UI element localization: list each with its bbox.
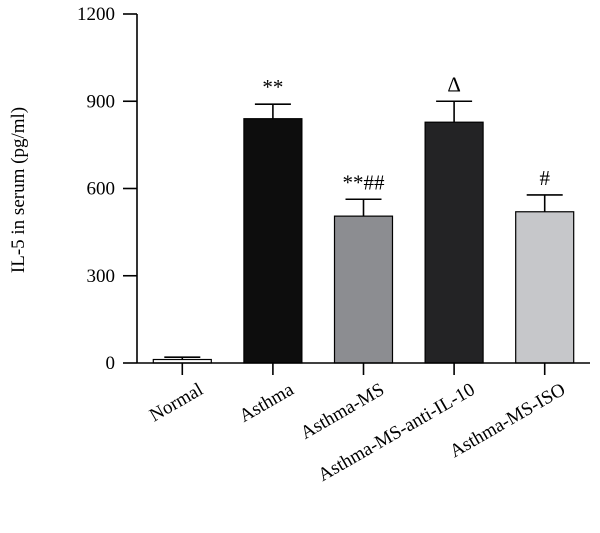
x-category-label: Normal (146, 379, 207, 426)
y-tick-label: 1200 (77, 4, 115, 25)
y-tick-label: 0 (106, 353, 116, 374)
bar (424, 121, 484, 364)
significance-label: Δ (447, 72, 461, 96)
bar (515, 211, 575, 364)
y-tick-label: 600 (87, 179, 116, 200)
significance-label: **## (343, 170, 386, 194)
y-axis-title: IL-5 in serum (pg/ml) (8, 107, 29, 273)
y-axis: 0 300 600 900 1200 (77, 4, 138, 374)
bars: ** **## Δ # (152, 72, 575, 364)
y-tick-label: 300 (87, 266, 116, 287)
bar (333, 215, 394, 364)
bar (243, 118, 303, 364)
x-category-label: Asthma (236, 379, 298, 427)
x-category-label: Asthma-MS-anti-IL-10 (315, 379, 479, 486)
x-axis: Normal Asthma Asthma-MSAsthma-MS-anti-IL-1… (137, 362, 590, 486)
y-tick-label: 900 (87, 91, 116, 112)
significance-label: # (539, 166, 550, 190)
significance-label: ** (262, 75, 283, 99)
